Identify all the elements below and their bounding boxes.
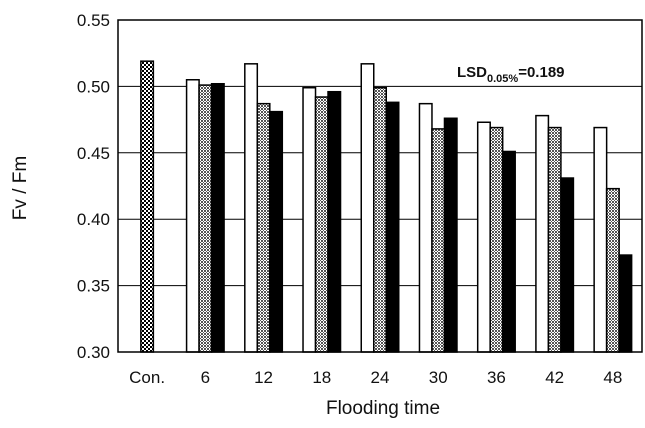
y-tick-labels: 0.30 0.35 0.40 0.45 0.50 0.55	[77, 11, 110, 362]
bars	[140, 60, 633, 353]
bar-black	[443, 117, 458, 353]
bar-control	[140, 60, 155, 353]
y-tick-label: 0.40	[77, 210, 110, 229]
x-tick-label: 12	[254, 368, 273, 387]
bar-crosshatch	[198, 84, 213, 353]
bar-white	[476, 121, 491, 353]
x-tick-label: 36	[487, 368, 506, 387]
y-tick-label: 0.35	[77, 277, 110, 296]
bar-black	[210, 82, 225, 353]
lsd-annotation-sub: 0.05%	[487, 73, 518, 85]
bar-white	[593, 126, 608, 353]
x-tick-label: 18	[312, 368, 331, 387]
bar-white	[418, 102, 433, 353]
x-axis-title: Flooding time	[326, 398, 440, 419]
lsd-annotation-main: LSD	[457, 64, 487, 81]
x-tick-label: 48	[603, 368, 622, 387]
x-tick-label: 24	[371, 368, 390, 387]
bar-black	[618, 254, 633, 353]
bar-white	[185, 79, 200, 353]
x-tick-labels: Con. 6 12 18 24 30 36 42 48	[129, 368, 622, 387]
x-tick-label: Con.	[129, 368, 165, 387]
bar-crosshatch	[489, 126, 504, 353]
x-tick-label: 6	[201, 368, 210, 387]
bar-crosshatch	[314, 96, 329, 353]
bar-black	[385, 101, 400, 353]
plot-frame	[117, 19, 643, 353]
y-tick-label: 0.50	[77, 77, 110, 96]
bar-black	[560, 177, 575, 353]
y-axis-title: Fv / Fm	[10, 156, 31, 220]
y-tick-label: 0.30	[77, 343, 110, 362]
bar-white	[302, 86, 317, 353]
bar-black	[327, 90, 342, 353]
lsd-annotation-value: =0.189	[518, 64, 564, 81]
x-tick-label: 42	[545, 368, 564, 387]
bar-crosshatch	[373, 86, 387, 353]
y-tick-label: 0.45	[77, 144, 110, 163]
lsd-annotation: LSD0.05%=0.189	[457, 64, 565, 85]
x-tick-label: 30	[429, 368, 448, 387]
bar-crosshatch	[256, 102, 271, 353]
bar-black	[269, 110, 284, 353]
bar-white	[360, 63, 375, 353]
bar-crosshatch	[547, 126, 562, 353]
bar-white	[244, 63, 259, 353]
bar-crosshatch	[431, 128, 446, 353]
bar-black	[501, 150, 516, 353]
bar-crosshatch	[605, 187, 620, 353]
bar-white	[535, 114, 550, 353]
y-tick-label: 0.55	[77, 11, 110, 30]
